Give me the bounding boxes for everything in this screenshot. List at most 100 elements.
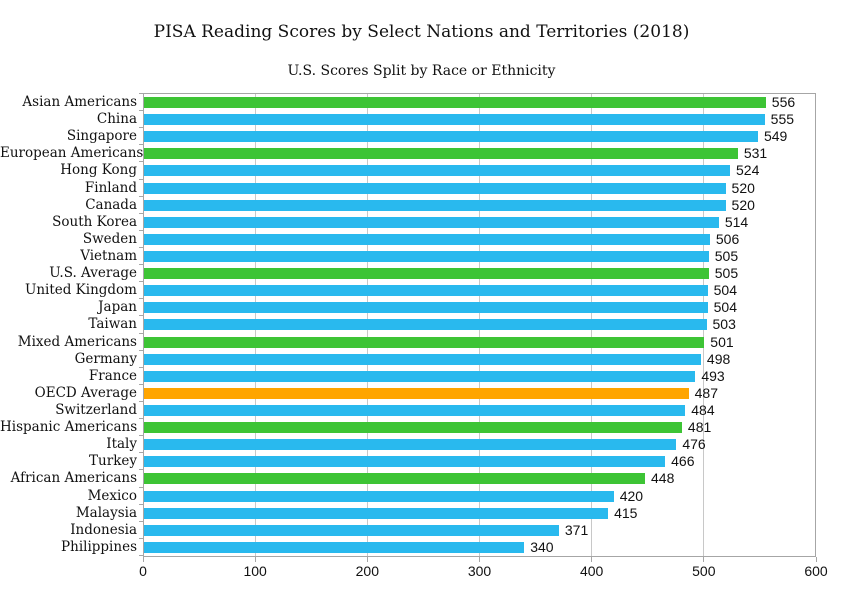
- bar-turkey: [144, 456, 666, 468]
- value-label: 493: [701, 367, 725, 384]
- y-tick-mark: [139, 195, 143, 197]
- x-tick-label: 400: [579, 563, 604, 579]
- x-tick-mark: [366, 557, 368, 562]
- category-label: Finland: [84, 179, 137, 196]
- bar-row: 420: [144, 488, 815, 505]
- x-tick-label: 0: [139, 563, 147, 579]
- bar-row: 531: [144, 145, 815, 162]
- bar-row: 524: [144, 162, 815, 179]
- y-tick-mark: [139, 520, 143, 522]
- value-label: 415: [614, 504, 638, 521]
- x-tick-label: 600: [804, 563, 828, 579]
- category-label: Asian Americans: [22, 94, 137, 110]
- category-label: South Korea: [52, 213, 137, 230]
- bar-row: 555: [144, 111, 815, 128]
- x-tick-mark: [703, 557, 705, 562]
- category-label: Malaysia: [75, 504, 137, 521]
- value-label: 555: [770, 111, 795, 128]
- bar-italy: [144, 439, 677, 451]
- y-tick-mark: [139, 537, 143, 539]
- value-label: 505: [714, 248, 739, 264]
- category-label: United Kingdom: [24, 282, 137, 299]
- bar-row: 340: [144, 539, 815, 556]
- x-tick-label: 100: [243, 563, 267, 579]
- x-tick-mark: [479, 557, 480, 562]
- x-tick-mark: [142, 557, 144, 562]
- y-tick-mark: [139, 452, 143, 454]
- bar-row: 549: [144, 128, 815, 145]
- category-label: Philippines: [61, 538, 137, 555]
- category-label: Taiwan: [88, 316, 137, 333]
- chart-title: PISA Reading Scores by Select Nations an…: [153, 22, 690, 42]
- bar-united-kingdom: [144, 285, 708, 297]
- bar-switzerland: [144, 405, 686, 417]
- x-tick-mark: [815, 557, 817, 562]
- value-label: 481: [687, 419, 712, 436]
- value-label: 466: [671, 453, 695, 470]
- bar-mexico: [144, 490, 614, 502]
- y-tick-mark: [139, 93, 143, 94]
- value-label: 505: [714, 265, 739, 282]
- value-label: 506: [715, 230, 740, 247]
- value-label: 340: [530, 538, 554, 555]
- value-label: 524: [736, 162, 760, 179]
- bar-row: 503: [144, 316, 815, 333]
- bar-oecd-average: [144, 387, 689, 399]
- chart-subtitle: U.S. Scores Split by Race or Ethnicity: [287, 63, 556, 79]
- y-tick-mark: [139, 366, 143, 368]
- bar-row: 493: [144, 368, 815, 385]
- y-tick-mark: [139, 178, 143, 180]
- bar-indonesia: [144, 524, 559, 536]
- y-tick-mark: [139, 229, 143, 231]
- bar-european-americans: [144, 148, 738, 160]
- bar-japan: [144, 302, 708, 314]
- category-label: Mixed Americans: [17, 333, 137, 350]
- y-tick-mark: [139, 418, 143, 420]
- category-label: Singapore: [66, 128, 137, 145]
- value-label: 501: [710, 333, 734, 350]
- value-label: 476: [682, 436, 706, 453]
- value-label: 420: [619, 487, 644, 504]
- bar-philippines: [144, 541, 525, 553]
- y-tick-mark: [139, 401, 143, 402]
- category-label: European Americans: [0, 145, 144, 162]
- y-tick-mark: [139, 503, 143, 505]
- y-tick-mark: [139, 383, 143, 385]
- y-tick-mark: [139, 110, 143, 112]
- bar-row: 371: [144, 522, 815, 539]
- value-label: 520: [731, 196, 755, 213]
- x-tick-label: 200: [355, 563, 379, 579]
- bar-row: 487: [144, 385, 815, 402]
- y-tick-mark: [139, 555, 143, 556]
- bar-row: 505: [144, 248, 815, 265]
- category-label: African Americans: [10, 470, 137, 487]
- bar-malaysia: [144, 507, 609, 519]
- category-label: Germany: [74, 350, 137, 367]
- bar-singapore: [144, 131, 758, 143]
- value-label: 503: [712, 316, 736, 333]
- category-label: Italy: [106, 436, 137, 453]
- y-tick-mark: [139, 435, 143, 437]
- category-label: Turkey: [89, 453, 137, 470]
- bar-finland: [144, 182, 726, 194]
- bar-row: 466: [144, 453, 815, 470]
- y-tick-mark: [139, 264, 143, 266]
- x-tick-mark: [254, 557, 256, 562]
- bar-row: 514: [144, 214, 815, 231]
- bar-row: 505: [144, 265, 815, 282]
- bar-u-s-average: [144, 268, 709, 280]
- category-label: Indonesia: [70, 521, 137, 538]
- y-tick-mark: [139, 298, 143, 300]
- value-label: 371: [564, 521, 589, 538]
- value-label: 549: [763, 128, 788, 145]
- bar-row: 556: [144, 94, 815, 111]
- x-tick-label: 300: [467, 563, 492, 579]
- y-tick-mark: [139, 486, 143, 488]
- bar-row: 476: [144, 436, 815, 453]
- bar-row: 504: [144, 282, 815, 299]
- value-label: 498: [706, 350, 731, 367]
- category-label: U.S. Average: [49, 265, 137, 282]
- category-label: Japan: [98, 299, 137, 316]
- value-label: 487: [694, 384, 718, 401]
